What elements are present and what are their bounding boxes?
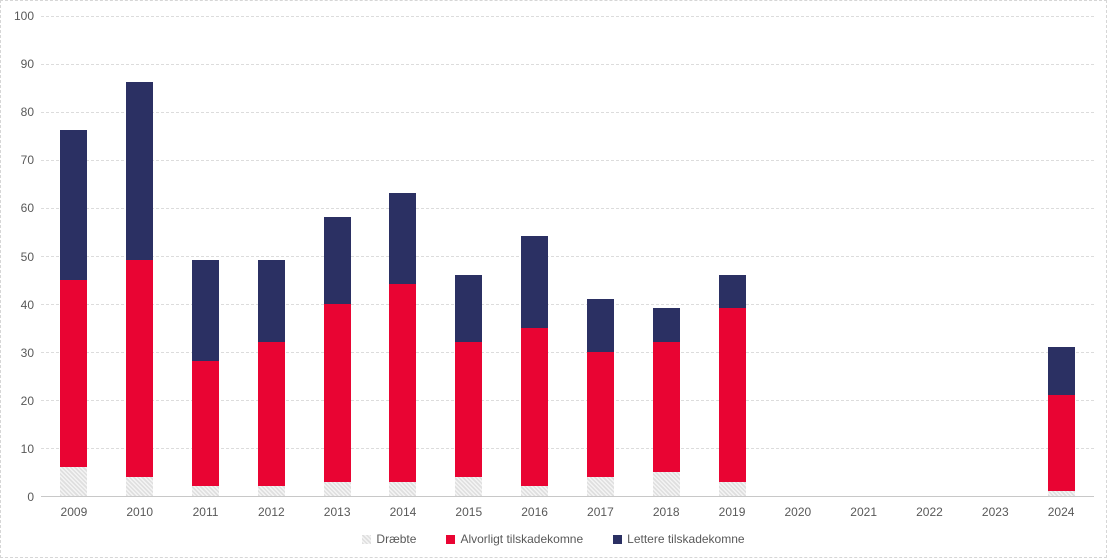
bar-segment-2024-alvorligt-tilskadekomne bbox=[1047, 395, 1075, 492]
bar-segment-2011-dr-bte bbox=[192, 486, 220, 496]
gridline-y-100 bbox=[41, 15, 1094, 17]
legend: Dræbte Alvorligt tilskadekomne Lettere til… bbox=[1, 530, 1106, 548]
legend-label: Alvorligt tilskadekomne bbox=[460, 532, 584, 546]
x-tick-label-2016: 2016 bbox=[521, 505, 548, 519]
bar-2012 bbox=[257, 260, 285, 496]
y-tick-label: 0 bbox=[27, 490, 34, 504]
bar-segment-2010-lettere-tilskadekomne bbox=[126, 82, 154, 261]
bar-2016 bbox=[521, 236, 549, 496]
y-tick-label: 30 bbox=[20, 345, 34, 360]
bar-segment-2024-lettere-tilskadekomne bbox=[1047, 346, 1075, 395]
x-tick-label-2009: 2009 bbox=[60, 505, 88, 519]
legend-swatch-icon bbox=[362, 534, 372, 544]
x-tick-label-2024: 2024 bbox=[1047, 505, 1075, 519]
plot-area bbox=[41, 15, 1094, 497]
bar-segment-2013-dr-bte bbox=[323, 481, 351, 496]
bar-segment-2012-alvorligt-tilskadekomne bbox=[257, 342, 285, 487]
bar-2014 bbox=[389, 193, 417, 496]
legend-item-lettere-tilskadekomne: Lettere tilskadekomne bbox=[613, 530, 745, 548]
gridline-y-70 bbox=[41, 159, 1094, 161]
x-tick-label-2015: 2015 bbox=[455, 505, 483, 519]
y-tick-label: 10 bbox=[20, 441, 34, 456]
x-tick-label-2019: 2019 bbox=[718, 505, 746, 519]
legend-item-alvorligt-tilskadekomne: Alvorligt tilskadekomne bbox=[446, 530, 583, 548]
gridline-y-90 bbox=[41, 63, 1094, 65]
bar-segment-2018-lettere-tilskadekomne bbox=[652, 308, 680, 343]
bar-segment-2015-lettere-tilskadekomne bbox=[455, 274, 483, 343]
x-tick-label-2023: 2023 bbox=[981, 505, 1009, 519]
gridline-y-60 bbox=[41, 207, 1094, 209]
legend-label: Dræbte bbox=[376, 532, 417, 546]
bar-segment-2014-dr-bte bbox=[389, 481, 417, 496]
bar-segment-2010-alvorligt-tilskadekomne bbox=[126, 260, 154, 477]
legend-swatch-icon bbox=[613, 534, 623, 544]
bar-2017 bbox=[586, 298, 614, 496]
x-tick-label-2021: 2021 bbox=[850, 505, 877, 519]
gridline-y-80 bbox=[41, 111, 1094, 113]
bar-segment-2012-dr-bte bbox=[257, 486, 285, 496]
bar-segment-2015-dr-bte bbox=[455, 476, 483, 496]
x-tick-label-2013: 2013 bbox=[323, 505, 351, 519]
gridline-y-20 bbox=[41, 400, 1094, 402]
bar-segment-2011-alvorligt-tilskadekomne bbox=[192, 361, 220, 487]
bar-2019 bbox=[718, 274, 746, 496]
legend-label: Lettere tilskadekomne bbox=[627, 532, 745, 546]
x-tick-label-2017: 2017 bbox=[587, 505, 614, 519]
bar-2009 bbox=[60, 130, 88, 496]
legend-item-dr-bte: Dræbte bbox=[362, 530, 416, 548]
bar-2011 bbox=[192, 260, 220, 496]
x-tick-label-2012: 2012 bbox=[257, 505, 285, 519]
bar-segment-2012-lettere-tilskadekomne bbox=[257, 260, 285, 343]
bar-segment-2013-lettere-tilskadekomne bbox=[323, 217, 351, 304]
bar-2018 bbox=[652, 308, 680, 496]
x-tick-label-2018: 2018 bbox=[652, 505, 680, 519]
bar-segment-2010-dr-bte bbox=[126, 476, 154, 496]
bar-segment-2018-alvorligt-tilskadekomne bbox=[652, 342, 680, 472]
x-tick-label-2014: 2014 bbox=[389, 505, 417, 519]
bar-segment-2018-dr-bte bbox=[652, 471, 680, 496]
bar-segment-2016-lettere-tilskadekomne bbox=[521, 236, 549, 328]
x-axis: 2009 2010 2011 2012 2013 2014 2015 2016 2017 2018… bbox=[41, 504, 1094, 520]
x-tick-label-2022: 2022 bbox=[916, 505, 943, 519]
bar-segment-2011-lettere-tilskadekomne bbox=[192, 260, 220, 362]
bar-segment-2014-alvorligt-tilskadekomne bbox=[389, 284, 417, 482]
bar-segment-2024-dr-bte bbox=[1047, 491, 1075, 496]
gridline-y-30 bbox=[41, 352, 1094, 354]
bar-2010 bbox=[126, 82, 154, 496]
bar-segment-2014-lettere-tilskadekomne bbox=[389, 193, 417, 285]
bar-segment-2019-lettere-tilskadekomne bbox=[718, 274, 746, 309]
gridline-y-40 bbox=[41, 304, 1094, 306]
bar-segment-2017-alvorligt-tilskadekomne bbox=[586, 351, 614, 477]
bar-2015 bbox=[455, 274, 483, 496]
bar-segment-2019-dr-bte bbox=[718, 481, 746, 496]
x-tick-label-2010: 2010 bbox=[126, 505, 154, 519]
bar-segment-2019-alvorligt-tilskadekomne bbox=[718, 308, 746, 482]
bar-segment-2016-dr-bte bbox=[521, 486, 549, 496]
gridline-y-10 bbox=[41, 448, 1094, 450]
bar-2013 bbox=[323, 217, 351, 496]
bar-segment-2009-lettere-tilskadekomne bbox=[60, 130, 88, 280]
y-tick-label: 60 bbox=[20, 201, 34, 216]
x-axis-line bbox=[41, 496, 1094, 497]
legend-swatch-icon bbox=[446, 534, 456, 544]
bar-segment-2009-alvorligt-tilskadekomne bbox=[60, 279, 88, 468]
y-tick-label: 70 bbox=[20, 153, 34, 168]
x-tick-label-2011: 2011 bbox=[192, 505, 219, 519]
x-tick-label-2020: 2020 bbox=[784, 505, 812, 519]
bar-2024 bbox=[1047, 346, 1075, 496]
y-tick-label: 40 bbox=[20, 297, 34, 312]
y-tick-label: 20 bbox=[20, 393, 34, 408]
bar-segment-2016-alvorligt-tilskadekomne bbox=[521, 327, 549, 487]
bar-segment-2009-dr-bte bbox=[60, 467, 88, 496]
y-tick-label: 80 bbox=[20, 105, 34, 120]
y-tick-label: 100 bbox=[13, 9, 34, 23]
gridline-y-50 bbox=[41, 256, 1094, 257]
bar-segment-2017-dr-bte bbox=[586, 476, 614, 496]
y-tick-label: 50 bbox=[20, 249, 34, 264]
bar-segment-2013-alvorligt-tilskadekomne bbox=[323, 303, 351, 482]
bar-segment-2017-lettere-tilskadekomne bbox=[586, 298, 614, 352]
bar-segment-2015-alvorligt-tilskadekomne bbox=[455, 342, 483, 477]
y-tick-label: 90 bbox=[20, 57, 34, 72]
